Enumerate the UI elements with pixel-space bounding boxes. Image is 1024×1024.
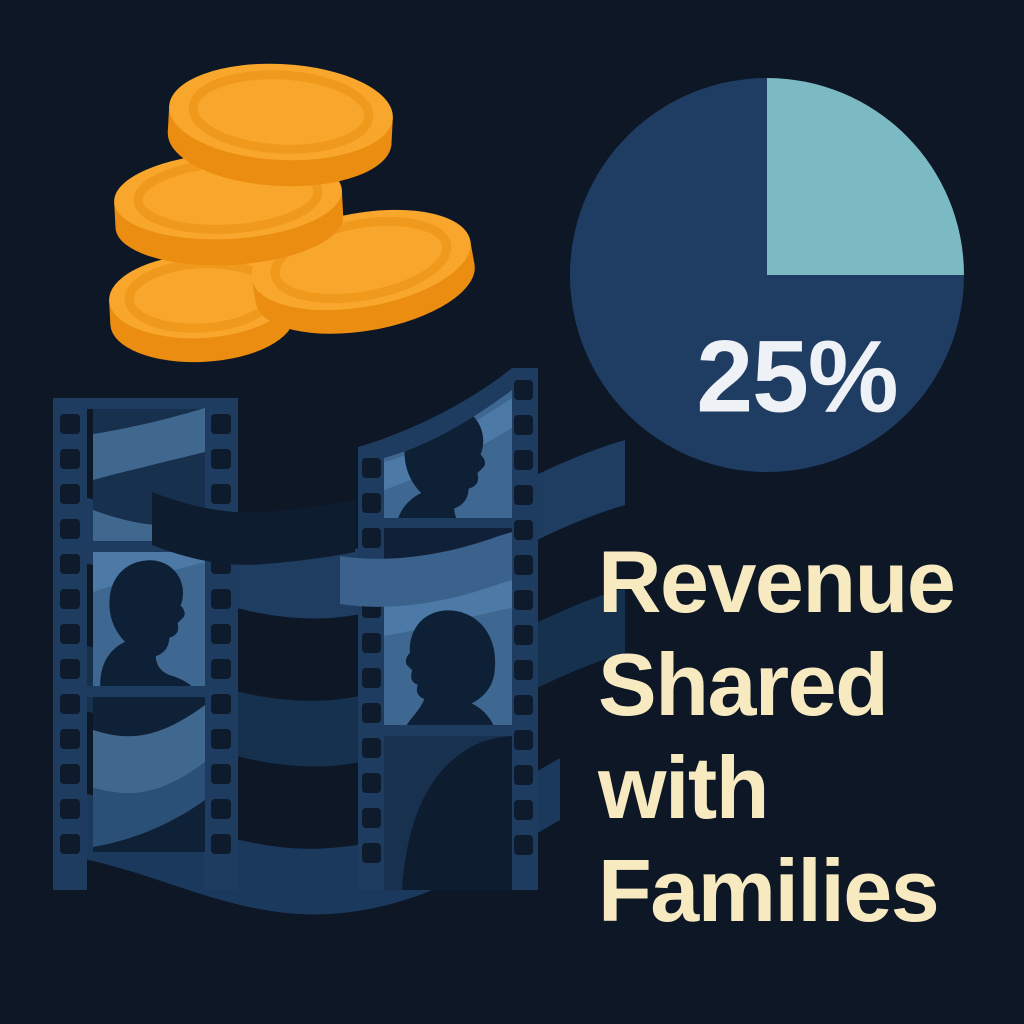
film-perforation bbox=[514, 450, 533, 470]
film-perforation bbox=[60, 484, 80, 504]
film-perforation bbox=[211, 834, 231, 854]
film-perforation bbox=[211, 694, 231, 714]
film-perforation bbox=[362, 668, 381, 688]
film-perforation bbox=[362, 843, 381, 863]
film-perforation bbox=[514, 415, 533, 435]
film-perforation bbox=[60, 449, 80, 469]
film-perforation bbox=[514, 590, 533, 610]
film-strip-left-icon bbox=[53, 398, 238, 890]
film-perforation bbox=[514, 800, 533, 820]
film-perforation bbox=[514, 835, 533, 855]
headline-line: with bbox=[598, 738, 769, 837]
film-perforation bbox=[514, 625, 533, 645]
film-perforation bbox=[211, 659, 231, 679]
film-perforation bbox=[211, 589, 231, 609]
person-silhouette bbox=[402, 736, 512, 890]
headline-line: Revenue bbox=[598, 532, 956, 631]
film-perforation bbox=[211, 449, 231, 469]
film-perforation bbox=[362, 633, 381, 653]
film-perforation bbox=[362, 738, 381, 758]
film-perforation bbox=[514, 555, 533, 575]
film-perforation bbox=[60, 729, 80, 749]
film-perforations bbox=[60, 380, 533, 863]
film-perforation bbox=[211, 484, 231, 504]
film-perforation bbox=[60, 414, 80, 434]
film-perforation bbox=[514, 380, 533, 400]
film-perforation bbox=[514, 695, 533, 715]
film-perforation bbox=[362, 703, 381, 723]
film-perforation bbox=[362, 528, 381, 548]
pie-chart: 25% bbox=[570, 78, 964, 472]
film-perforation bbox=[60, 589, 80, 609]
film-perforation bbox=[60, 624, 80, 644]
film-perforation bbox=[211, 624, 231, 644]
film-perforation bbox=[60, 799, 80, 819]
film-perforation bbox=[362, 808, 381, 828]
headline-line: Shared bbox=[598, 635, 889, 734]
film-perforation bbox=[60, 764, 80, 784]
film-perforation bbox=[514, 730, 533, 750]
coin-icon bbox=[109, 253, 295, 363]
ribbon-wave-crossing bbox=[152, 492, 355, 565]
film-perforation bbox=[362, 458, 381, 478]
film-perforation bbox=[60, 834, 80, 854]
film-perforation bbox=[60, 554, 80, 574]
pie-value-label: 25% bbox=[696, 319, 898, 434]
coin-icon bbox=[167, 63, 393, 187]
film-perforation bbox=[514, 660, 533, 680]
film-perforation bbox=[60, 659, 80, 679]
film-perforation bbox=[362, 773, 381, 793]
coin-stack-icon bbox=[109, 63, 475, 363]
film-perforation bbox=[211, 729, 231, 749]
film-perforation bbox=[362, 493, 381, 513]
film-perforation bbox=[514, 485, 533, 505]
film-strip-right-icon bbox=[358, 368, 538, 890]
film-perforation bbox=[211, 799, 231, 819]
headline-line: Families bbox=[598, 841, 940, 940]
film-perforation bbox=[60, 694, 80, 714]
ribbon-wave-crossing bbox=[340, 532, 512, 607]
film-perforation bbox=[514, 520, 533, 540]
film-perforation bbox=[60, 519, 80, 539]
film-perforation bbox=[211, 764, 231, 784]
film-perforation bbox=[514, 765, 533, 785]
headline: Revenue Shared with Families bbox=[598, 530, 956, 942]
film-perforation bbox=[211, 414, 231, 434]
